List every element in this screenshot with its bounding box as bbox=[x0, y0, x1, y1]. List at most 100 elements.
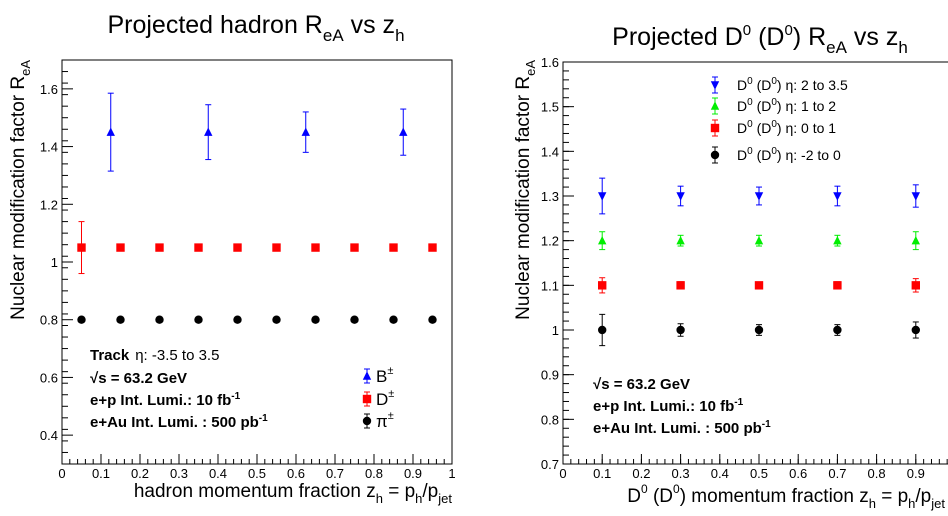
y-tick-label: 1.6 bbox=[40, 82, 58, 97]
legend-entry-label: D0 (D0) η: 0 to 1 bbox=[737, 119, 836, 136]
data-point bbox=[676, 192, 685, 201]
legend-marker bbox=[710, 101, 720, 110]
right-axis-ticks: 0 0.1 0.2 0.3 0.4 0.5 0.6 0.7 0.8 0.9 0.7 0.8 0.9 1 1.… bbox=[541, 55, 948, 481]
data-point bbox=[833, 281, 842, 290]
x-tick-label: 0.6 bbox=[789, 466, 807, 481]
x-tick-label: 0.4 bbox=[209, 466, 227, 481]
data-point bbox=[389, 243, 398, 252]
left-legend: B±D±π± bbox=[362, 365, 394, 431]
data-point bbox=[204, 127, 213, 136]
y-tick-label: 0.4 bbox=[40, 428, 58, 443]
series-1 bbox=[77, 221, 437, 275]
data-point bbox=[911, 325, 920, 335]
left-info-box: Track η: -3.5 to 3.5 √s = 63.2 GeV e+p In… bbox=[90, 347, 268, 431]
data-point bbox=[428, 243, 437, 252]
y-tick-label: 1.6 bbox=[541, 55, 559, 70]
x-tick-label: 0.8 bbox=[868, 466, 886, 481]
data-point bbox=[194, 243, 203, 252]
y-tick-label: 0.7 bbox=[541, 457, 559, 472]
right-y-axis-label: Nuclear modification factor ReA bbox=[513, 60, 538, 320]
right-info-box: √s = 63.2 GeV e+p Int. Lumi.: 10 fb-1 e+… bbox=[593, 376, 771, 437]
right-eau-lumi: e+Au Int. Lumi. : 500 pb-1 bbox=[593, 419, 771, 437]
data-point bbox=[598, 192, 607, 201]
data-point bbox=[155, 243, 164, 252]
y-tick-label: 1.1 bbox=[541, 278, 559, 293]
data-point bbox=[833, 192, 842, 201]
track-label: Track η: -3.5 to 3.5 bbox=[90, 347, 219, 364]
y-tick-label: 0.8 bbox=[40, 313, 58, 328]
legend-marker bbox=[362, 371, 372, 380]
data-point bbox=[106, 127, 115, 136]
series-3 bbox=[598, 313, 920, 347]
data-point bbox=[754, 325, 764, 335]
data-point bbox=[233, 315, 242, 324]
data-point bbox=[428, 315, 437, 324]
series-2 bbox=[77, 315, 437, 324]
data-point bbox=[911, 192, 920, 201]
series-0 bbox=[106, 92, 408, 172]
data-point bbox=[155, 315, 164, 324]
y-tick-label: 0.8 bbox=[541, 412, 559, 427]
data-point bbox=[676, 325, 685, 335]
data-point bbox=[833, 235, 842, 245]
y-tick-label: 1 bbox=[51, 255, 58, 270]
legend-entry-label: D± bbox=[376, 388, 394, 409]
series-1 bbox=[598, 231, 920, 251]
x-tick-label: 0.9 bbox=[404, 466, 422, 481]
left-ep-lumi: e+p Int. Lumi.: 10 fb-1 bbox=[90, 391, 241, 409]
y-tick-label: 1 bbox=[552, 323, 559, 338]
right-panel: Projected D0 (D0) ReA vs zh 0 0.1 0.2 0.3 0.… bbox=[513, 22, 948, 511]
y-tick-label: 1.2 bbox=[541, 234, 559, 249]
x-tick-label: 0.1 bbox=[593, 466, 611, 481]
data-point bbox=[272, 315, 281, 324]
left-data-marks bbox=[77, 92, 437, 324]
y-tick-label: 1.5 bbox=[541, 100, 559, 115]
left-eau-lumi: e+Au Int. Lumi. : 500 pb-1 bbox=[90, 413, 268, 431]
legend-entry-label: D0 (D0) η: 1 to 2 bbox=[737, 97, 836, 114]
data-point bbox=[301, 127, 310, 136]
y-tick-label: 0.6 bbox=[40, 370, 58, 385]
x-tick-label: 0.6 bbox=[287, 466, 305, 481]
data-point bbox=[598, 325, 607, 335]
right-chart-title: Projected D0 (D0) ReA vs zh bbox=[612, 22, 908, 57]
y-tick-label: 1.2 bbox=[40, 197, 58, 212]
x-tick-label: 0.5 bbox=[248, 466, 266, 481]
data-point bbox=[194, 315, 203, 324]
series-0 bbox=[598, 177, 920, 215]
x-tick-label: 0.3 bbox=[170, 466, 188, 481]
data-point bbox=[676, 235, 685, 245]
legend-marker bbox=[362, 394, 372, 404]
data-point bbox=[116, 243, 125, 252]
data-point bbox=[77, 315, 86, 324]
data-point bbox=[754, 192, 764, 201]
x-tick-label: 0.7 bbox=[326, 466, 344, 481]
data-point bbox=[116, 315, 125, 324]
legend-marker bbox=[710, 150, 720, 160]
legend-marker bbox=[710, 123, 720, 133]
data-point bbox=[350, 243, 359, 252]
right-ep-lumi: e+p Int. Lumi.: 10 fb-1 bbox=[593, 397, 744, 415]
x-tick-label: 0.7 bbox=[828, 466, 846, 481]
x-tick-label: 0.9 bbox=[907, 466, 925, 481]
data-point bbox=[311, 243, 320, 252]
right-sqrt-s: √s = 63.2 GeV bbox=[593, 376, 690, 393]
right-x-axis-label: D0 (D0) momentum fraction zh = ph/pjet bbox=[627, 482, 945, 511]
x-tick-label: 1 bbox=[448, 466, 455, 481]
right-data-marks bbox=[598, 177, 920, 347]
x-tick-label: 0.8 bbox=[365, 466, 383, 481]
left-axis-ticks: 0 0.1 0.2 0.3 0.4 0.5 0.6 0.7 0.8 0.9 1 0.4 0.6 0.8 1 1… bbox=[40, 59, 456, 481]
x-tick-label: 0.3 bbox=[672, 466, 690, 481]
data-point bbox=[233, 243, 242, 252]
legend-entry-label: B± bbox=[376, 365, 393, 386]
data-point bbox=[911, 281, 920, 290]
data-point bbox=[389, 315, 398, 324]
x-tick-label: 0 bbox=[58, 466, 65, 481]
x-tick-label: 0.4 bbox=[711, 466, 729, 481]
x-tick-label: 0.2 bbox=[131, 466, 149, 481]
data-point bbox=[311, 315, 320, 324]
left-sqrt-s: √s = 63.2 GeV bbox=[90, 370, 187, 387]
x-tick-label: 0.2 bbox=[632, 466, 650, 481]
left-chart-title: Projected hadron ReA vs zh bbox=[107, 11, 404, 45]
